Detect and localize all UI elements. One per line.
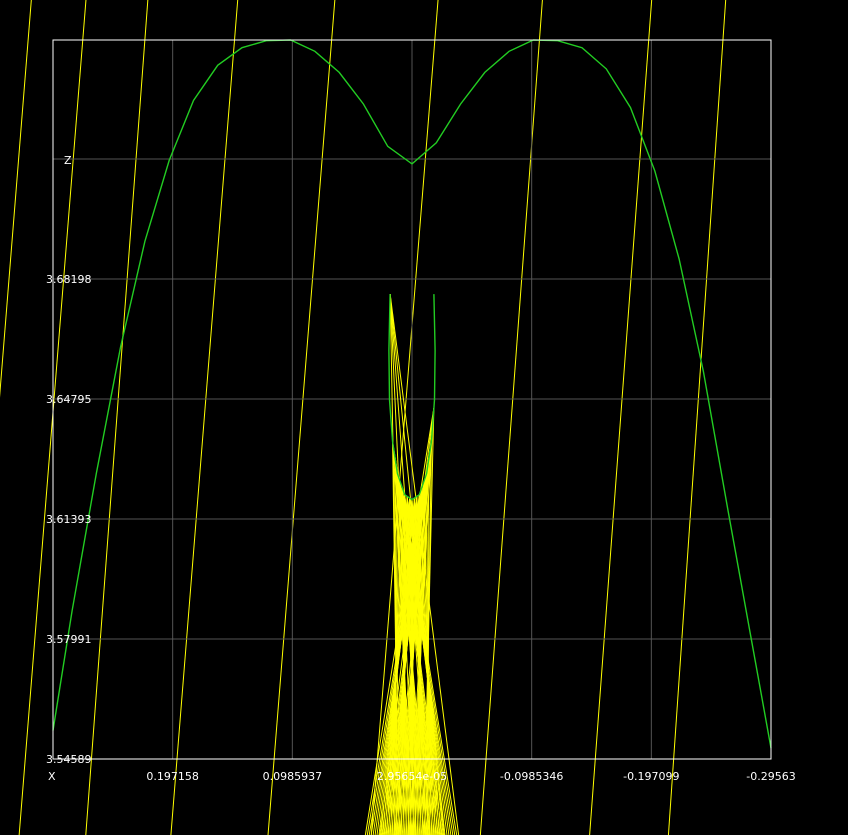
- y-tick-label: 3.54589: [46, 753, 92, 766]
- background-line: [85, 0, 149, 835]
- caustic-ray: [366, 441, 432, 835]
- caustic-ray: [394, 408, 435, 835]
- y-tick-label: 3.57991: [46, 633, 92, 646]
- y-tick-label: 3.61393: [46, 513, 92, 526]
- x-tick-label: -0.197099: [623, 770, 679, 783]
- background-line: [18, 0, 87, 835]
- caustic-rays: [364, 294, 460, 835]
- background-line: [0, 0, 32, 398]
- x-axis-label: X: [48, 770, 56, 783]
- caustic-ray: [381, 441, 432, 835]
- caustic-ray: [408, 408, 435, 835]
- x-tick-label: 2.95654e-05: [377, 770, 447, 783]
- plot-frame: [52, 39, 772, 760]
- background-line: [479, 0, 543, 835]
- x-tick-label: -0.0985346: [500, 770, 563, 783]
- background-line: [667, 0, 727, 835]
- y-tick-label: 3.68198: [46, 273, 92, 286]
- y-axis-label: Z: [64, 154, 72, 167]
- series-curves: [52, 39, 772, 749]
- series-line-inner: [388, 294, 436, 501]
- caustic-ray: [364, 408, 435, 835]
- caustic-ray: [423, 408, 435, 835]
- caustic-ray: [395, 441, 432, 835]
- background-line: [589, 0, 653, 835]
- y-tick-label: 3.64795: [46, 393, 92, 406]
- x-tick-label: 0.197158: [146, 770, 199, 783]
- grid: [53, 40, 771, 759]
- background-line: [170, 0, 239, 835]
- x-tick-labels: 0.197158 0.0985937 2.95654e-05 -0.0985346 -0…: [146, 770, 795, 783]
- x-tick-label: -0.29563: [746, 770, 795, 783]
- y-tick-labels: 3.54589 3.57991 3.61393 3.64795 3.68198: [46, 273, 92, 766]
- series-line-outer: [52, 39, 772, 749]
- x-tick-label: 0.0985937: [263, 770, 323, 783]
- background-line: [267, 0, 336, 835]
